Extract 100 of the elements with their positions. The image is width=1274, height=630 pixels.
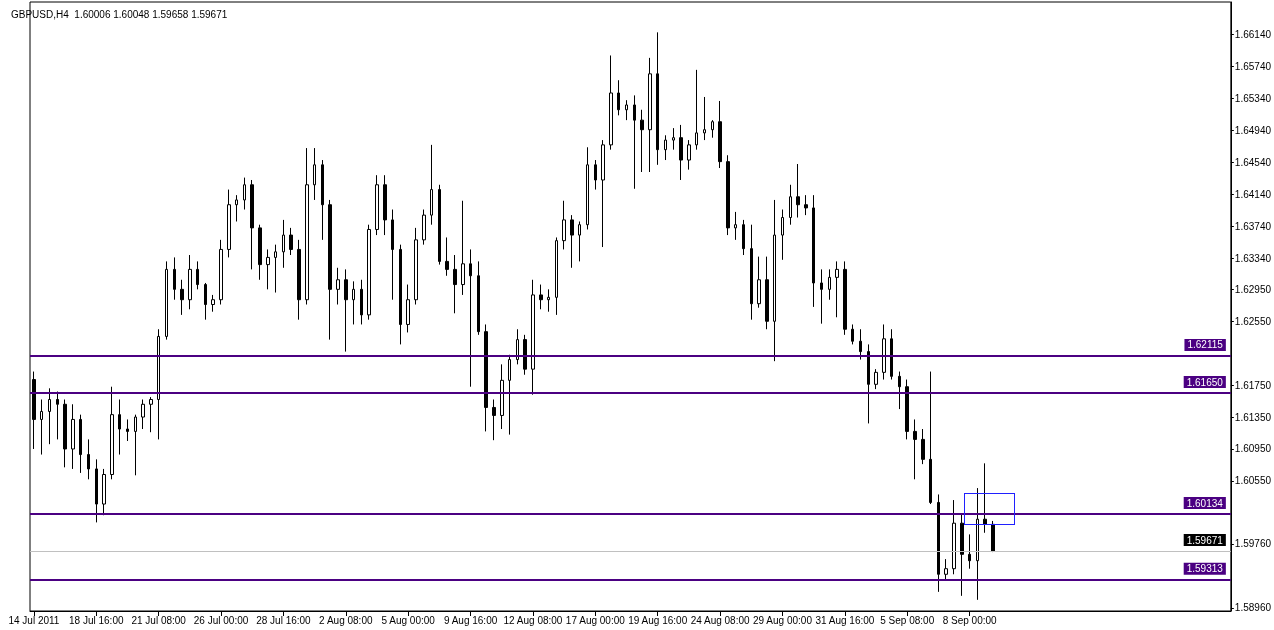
candlestick <box>63 398 67 468</box>
candlestick <box>804 194 808 216</box>
candlestick <box>71 403 75 470</box>
candlestick <box>95 458 98 523</box>
x-tick-label: 14 Jul 2011 <box>8 614 60 626</box>
candlestick <box>625 99 628 121</box>
candlestick <box>648 57 652 173</box>
candlestick <box>250 179 254 270</box>
candlestick <box>48 387 51 445</box>
candlestick <box>258 224 262 281</box>
candlestick <box>773 199 776 362</box>
candlestick <box>695 69 698 151</box>
candlestick <box>141 398 145 430</box>
candlestick <box>898 371 901 410</box>
candlestick <box>890 328 893 381</box>
candlestick <box>149 396 153 433</box>
candlestick <box>313 147 316 201</box>
y-tick-label: 1.59760 <box>1234 538 1272 550</box>
candlestick <box>118 398 121 456</box>
candlestick <box>453 254 457 314</box>
text: GBPUSD,H4 1.60006 1.60048 1.59658 1.59671 <box>11 8 228 20</box>
candlestick <box>477 260 480 336</box>
candlestick <box>789 184 792 226</box>
candlestick <box>859 328 862 361</box>
candlestick <box>640 109 644 173</box>
x-tick-label: 9 Aug 16:00 <box>443 614 498 626</box>
candlestick <box>321 159 324 241</box>
candlestick <box>56 391 59 440</box>
y-tick-label: 1.65340 <box>1234 93 1272 105</box>
candlestick <box>305 147 309 305</box>
x-tick-label: 28 Jul 16:00 <box>256 614 312 626</box>
candlestick <box>219 239 223 305</box>
y-tick-label: 1.61750 <box>1234 379 1272 391</box>
candlestick <box>594 159 597 191</box>
x-tick-label: 26 Jul 00:00 <box>193 614 249 626</box>
candlestick <box>406 284 410 333</box>
candlestick <box>32 371 36 450</box>
candlestick <box>173 256 176 301</box>
candlestick <box>484 323 488 432</box>
candlestick <box>601 139 605 248</box>
candlestick <box>344 268 348 353</box>
ref-line-label: 1.62115 <box>1187 339 1224 351</box>
candlestick <box>874 368 878 390</box>
candlestick <box>991 520 995 553</box>
candlestick <box>742 219 745 256</box>
candlestick <box>523 334 527 376</box>
x-tick-label: 18 Jul 16:00 <box>69 614 124 626</box>
y-tick-label: 1.66140 <box>1234 29 1272 41</box>
candlestick <box>289 227 293 256</box>
candlestick <box>781 209 784 261</box>
candlestick <box>796 163 800 218</box>
candlestick <box>196 260 199 290</box>
candlestick <box>157 328 160 440</box>
candlestick <box>555 236 558 316</box>
candlestick <box>360 279 363 325</box>
candlestick <box>835 260 839 318</box>
candlestick <box>711 119 714 139</box>
y-tick-label: 1.61350 <box>1234 411 1272 423</box>
candlestick <box>235 194 238 222</box>
candlestick <box>578 221 581 262</box>
x-tick-label: 21 Jul 08:00 <box>131 614 187 626</box>
candlestick <box>952 499 956 575</box>
candlestick <box>211 294 215 313</box>
candlestick <box>983 462 987 534</box>
x-tick-label: 31 Aug 16:00 <box>815 614 875 626</box>
x-tick-label: 12 Aug 08:00 <box>503 614 563 626</box>
candlestick <box>243 177 246 211</box>
candlestick <box>968 533 971 570</box>
candlestick <box>461 200 465 296</box>
candlestick <box>375 174 379 236</box>
candlestick <box>562 200 566 250</box>
candlestick <box>750 224 753 321</box>
y-tick-label: 1.58960 <box>1234 602 1272 614</box>
candlestick <box>843 260 847 336</box>
x-tick-label: 8 Sep 00:00 <box>942 614 998 626</box>
candlestick <box>664 134 667 161</box>
candlestick <box>391 209 394 301</box>
ref-line-label: 1.61650 <box>1186 376 1224 388</box>
candlestick <box>828 268 831 301</box>
candlestick <box>687 139 691 171</box>
candlestick <box>188 254 192 310</box>
candlestick <box>227 189 231 258</box>
x-tick-label: 5 Aug 00:00 <box>381 614 436 626</box>
y-tick-label: 1.63740 <box>1234 220 1272 232</box>
x-tick-label: 17 Aug 00:00 <box>565 614 626 626</box>
candlestick <box>87 438 90 480</box>
candlestick <box>812 194 815 308</box>
y-tick-label: 1.62950 <box>1234 283 1272 295</box>
x-tick-label: 29 Aug 00:00 <box>753 614 813 626</box>
candlestick <box>547 288 550 313</box>
candlestick <box>905 379 909 440</box>
candlestick <box>266 248 270 290</box>
ref-line-label: 1.59671 <box>1186 534 1224 546</box>
y-tick-label: 1.63340 <box>1234 252 1272 264</box>
candlestick <box>820 268 823 325</box>
candlestick <box>617 79 620 116</box>
candlestick <box>851 323 854 345</box>
candlestick <box>913 418 917 480</box>
candlestick <box>516 328 519 365</box>
candlestick <box>134 414 137 476</box>
